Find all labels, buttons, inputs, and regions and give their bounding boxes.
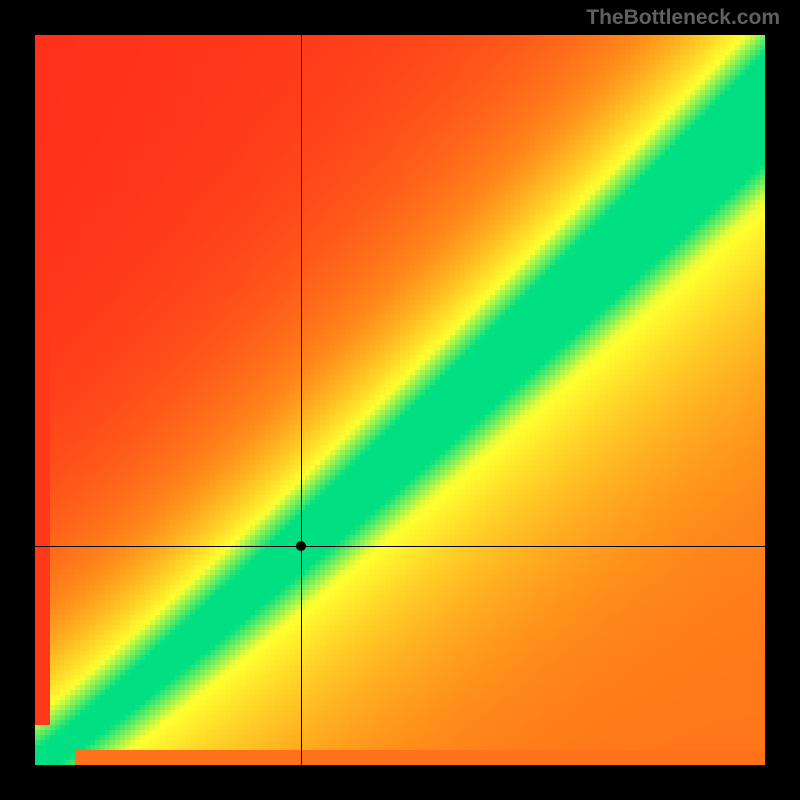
crosshair-vertical	[301, 35, 302, 765]
crosshair-marker	[296, 541, 306, 551]
crosshair-horizontal	[35, 546, 765, 547]
heatmap-canvas	[35, 35, 765, 765]
watermark-text: TheBottleneck.com	[586, 6, 780, 30]
chart-container: TheBottleneck.com	[0, 0, 800, 800]
plot-area	[35, 35, 765, 765]
